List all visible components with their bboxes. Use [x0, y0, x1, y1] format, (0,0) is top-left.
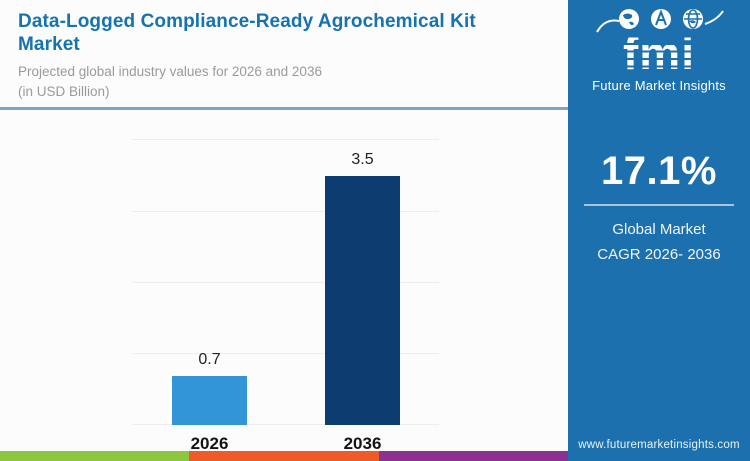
header-divider — [0, 107, 568, 111]
cagr-stat: 17.1% Global Market CAGR 2026- 2036 — [568, 149, 750, 268]
stripe-orange-segment — [189, 451, 379, 461]
brand-sidebar: fmi Future Market Insights 17.1% Global … — [568, 0, 750, 461]
globe-grid-icon — [682, 9, 703, 29]
chart-panel: Data-Logged Compliance-Ready Agrochemica… — [0, 0, 568, 461]
gridline-y-0 — [133, 424, 439, 426]
gridline-y-1 — [133, 353, 439, 355]
bar-value-label-2026: 0.7 — [198, 350, 221, 368]
orbit-swoosh-left-icon — [596, 19, 620, 33]
orbit-swoosh-right-icon — [704, 10, 724, 25]
bar-2036 — [325, 176, 400, 426]
bar-chart: 0.7 2026 3.5 2036 — [0, 110, 568, 453]
gridline-y-2 — [133, 281, 439, 283]
gridline-y-3 — [133, 210, 439, 212]
fmi-logo-text: fmi — [592, 30, 726, 76]
x-axis-label-2036: 2036 — [343, 434, 382, 454]
cagr-label-line-2: CAGR 2026- 2036 — [597, 245, 721, 263]
cagr-value: 17.1% — [601, 149, 717, 193]
plot-area: 0.7 2026 3.5 2036 — [133, 139, 439, 453]
fmi-logo: fmi Future Market Insights — [592, 8, 726, 93]
subtitle-line-1: Projected global industry values for 202… — [18, 64, 322, 80]
chart-subtitle: Projected global industry values for 202… — [18, 62, 550, 101]
cagr-label: Global Market CAGR 2026- 2036 — [582, 218, 736, 268]
globe-americas-icon — [618, 9, 639, 29]
globe-icons — [596, 9, 724, 33]
stat-divider — [584, 204, 734, 206]
bar-2026 — [172, 375, 247, 426]
fmi-logo-tagline: Future Market Insights — [592, 78, 726, 93]
header: Data-Logged Compliance-Ready Agrochemica… — [0, 0, 568, 107]
stripe-purple-segment — [378, 451, 568, 461]
website-link[interactable]: www.futuremarketinsights.com — [578, 439, 740, 451]
gridline-y-4 — [133, 139, 439, 141]
subtitle-line-2: (in USD Billion) — [18, 83, 110, 99]
stripe-green-segment — [0, 451, 190, 461]
bar-value-label-2036: 3.5 — [351, 151, 374, 169]
globe-network-icon — [650, 9, 671, 29]
x-axis-label-2026: 2026 — [190, 434, 229, 454]
cagr-label-line-1: Global Market — [612, 221, 706, 238]
page-title: Data-Logged Compliance-Ready Agrochemica… — [18, 11, 476, 56]
bottom-stripe — [0, 451, 568, 461]
